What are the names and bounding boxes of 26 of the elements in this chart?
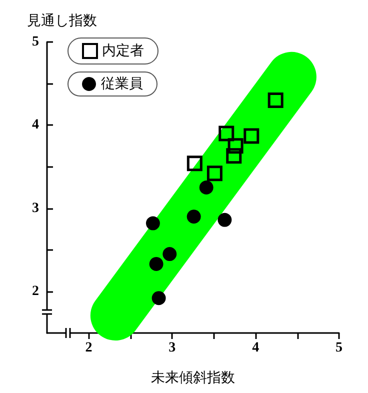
point xyxy=(199,180,214,194)
point xyxy=(206,166,222,182)
legend-label: 従業員 xyxy=(101,76,143,92)
x-tick-label: 2 xyxy=(85,340,92,356)
y-tick-label: 3 xyxy=(32,200,39,216)
point xyxy=(268,92,284,108)
point xyxy=(218,212,232,227)
point xyxy=(244,128,260,144)
x-tick-label: 5 xyxy=(336,340,342,356)
y-axis-title: 見通し指数 xyxy=(27,13,97,29)
point xyxy=(228,138,244,154)
x-axis-title: 未来傾斜指数 xyxy=(151,370,235,386)
point xyxy=(149,256,164,271)
x-tick-label: 3 xyxy=(168,340,176,356)
point xyxy=(226,148,242,164)
point xyxy=(162,247,177,262)
point xyxy=(186,156,202,172)
y-tick-label: 5 xyxy=(32,34,39,50)
point xyxy=(152,291,166,306)
legend-label: 内定者 xyxy=(102,43,144,59)
point xyxy=(218,126,234,142)
point xyxy=(146,216,160,230)
y-tick-label: 4 xyxy=(32,118,39,133)
point xyxy=(186,210,201,224)
y-tick-label: 2 xyxy=(32,284,39,299)
x-tick-label: 4 xyxy=(252,340,260,356)
